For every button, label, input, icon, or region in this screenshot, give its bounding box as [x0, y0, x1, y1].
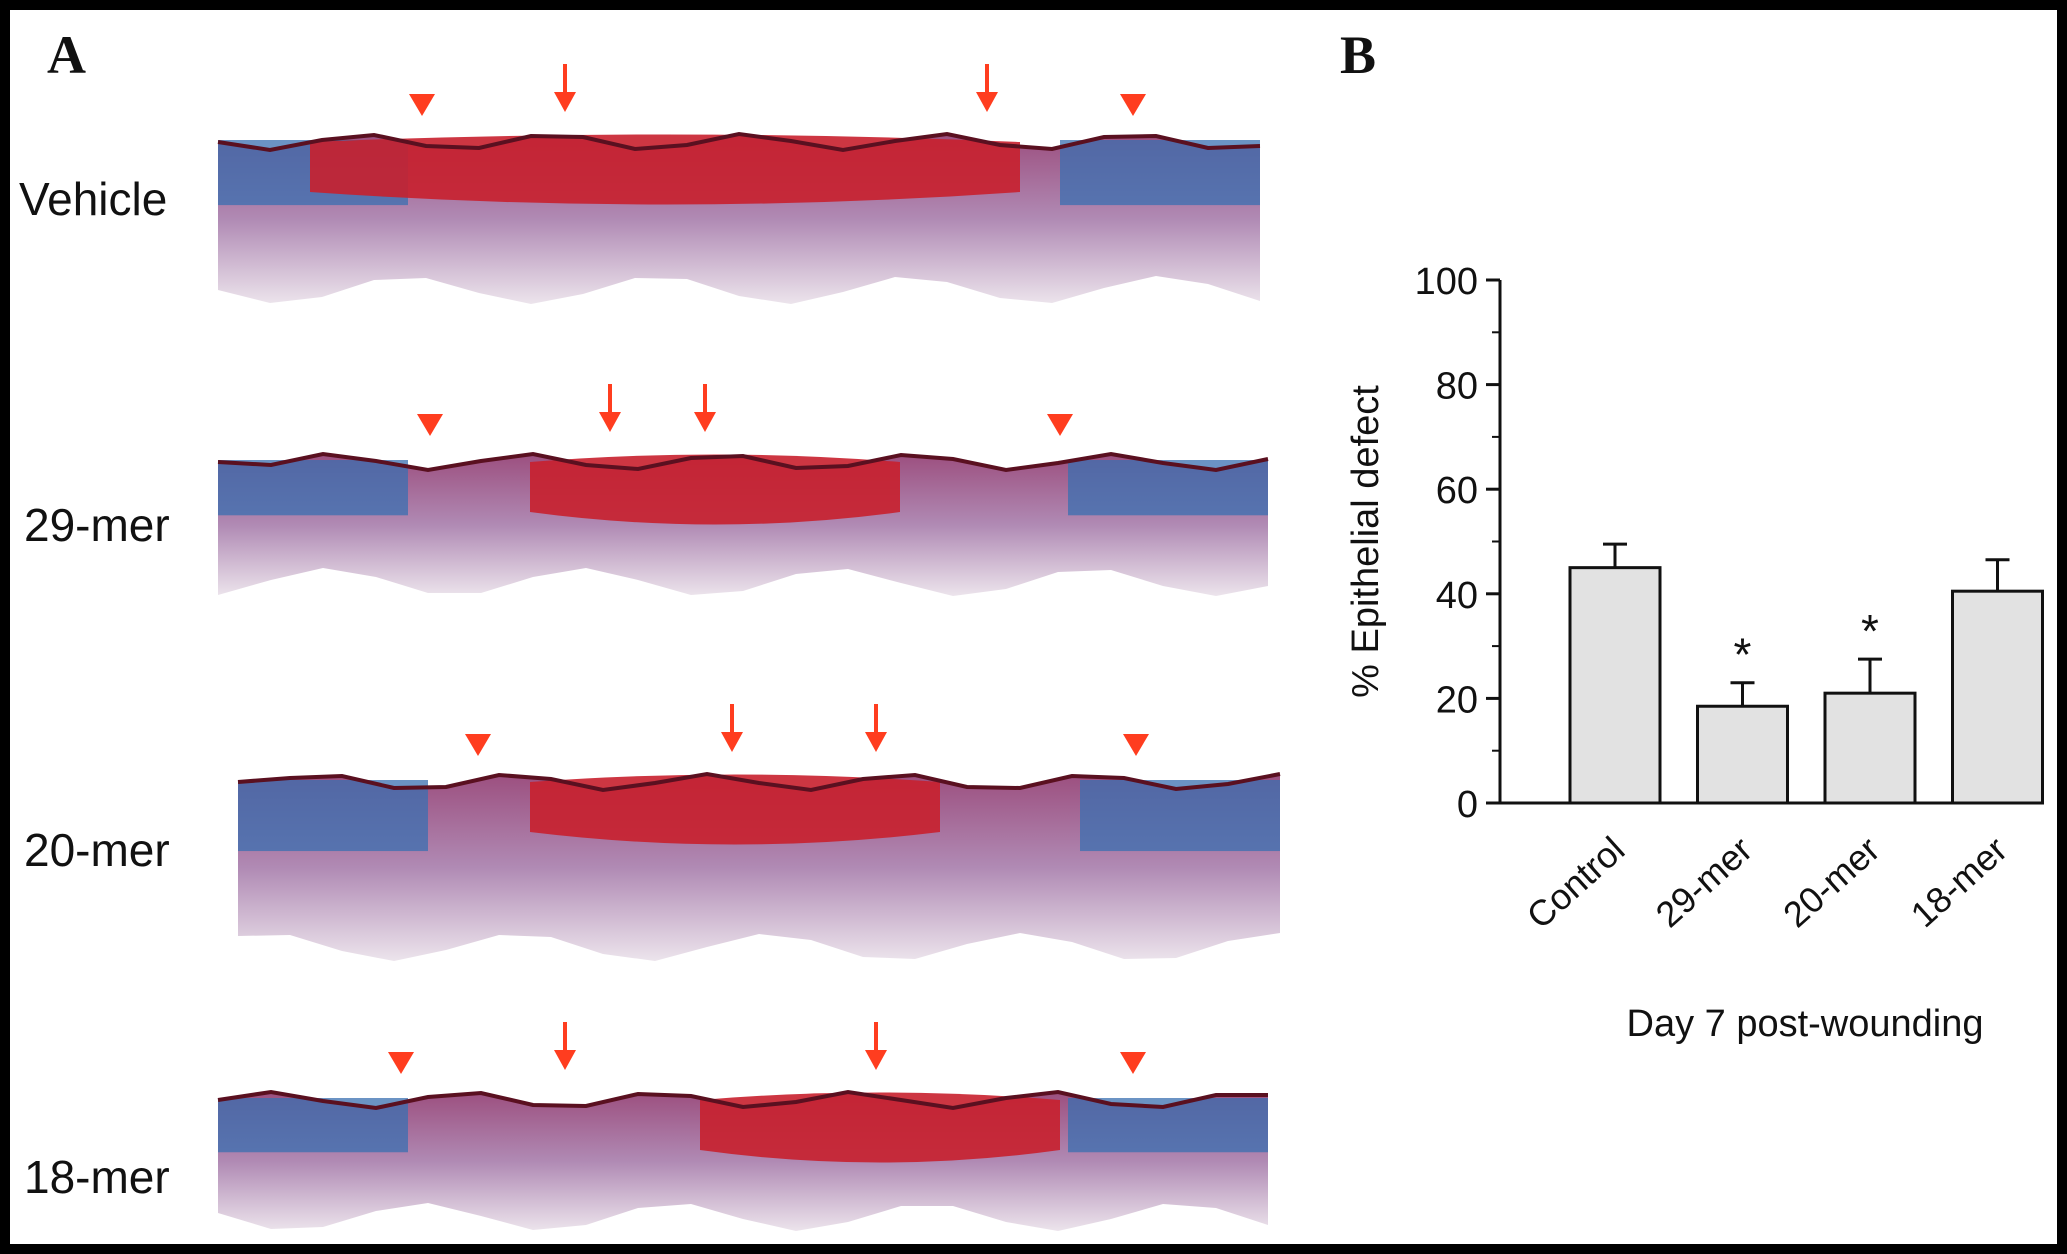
dermis-left — [238, 780, 428, 852]
dermis-right — [1080, 780, 1280, 852]
epidermis-surface — [217, 1089, 1268, 1111]
wound-scab — [700, 1092, 1060, 1163]
row-label-29mer: 29-mer — [24, 499, 170, 551]
arrowhead-marker — [465, 734, 491, 756]
arrowhead-marker — [1047, 414, 1073, 436]
arrow-marker-head — [599, 412, 621, 432]
significance-marker: * — [1861, 605, 1879, 657]
arrowhead-marker — [388, 1052, 414, 1074]
panel-a-label: A — [47, 25, 86, 85]
tissue-section-2 — [217, 384, 1269, 596]
tissue-section-4 — [217, 1022, 1268, 1231]
y-tick-label: 40 — [1436, 575, 1478, 617]
dermis-right — [1060, 140, 1260, 206]
y-tick-label: 20 — [1436, 679, 1478, 721]
arrow-marker-head — [554, 1050, 576, 1070]
x-tick-label: 29-mer — [1648, 828, 1760, 935]
tissue-section-1 — [217, 64, 1261, 304]
histology-panel — [217, 64, 1281, 1231]
arrowhead-marker — [1120, 1052, 1146, 1074]
x-tick-label: 20-mer — [1775, 828, 1887, 935]
epidermis-surface — [217, 131, 1261, 153]
arrow-marker-head — [865, 1050, 887, 1070]
y-axis-label: % Epithelial defect — [1345, 385, 1387, 698]
tissue-body — [218, 454, 1268, 596]
significance-marker: * — [1734, 629, 1752, 681]
arrow-marker-head — [554, 92, 576, 112]
panel-b-label: B — [1340, 25, 1377, 85]
row-label-20mer: 20-mer — [24, 824, 170, 876]
epidermis-surface — [237, 771, 1281, 793]
y-tick-label: 100 — [1415, 261, 1478, 303]
arrowhead-marker — [417, 414, 443, 436]
bar-control — [1568, 566, 1662, 805]
figure: A B Vehicle 29-mer 20-mer 18-mer 0 20 40 60… — [10, 10, 2057, 1244]
epidermis-surface — [217, 451, 1269, 473]
dermis-left — [218, 460, 408, 516]
x-tick-label: Control — [1519, 828, 1633, 936]
x-tick-label: 18-mer — [1903, 828, 2015, 935]
tissue-section-3 — [237, 704, 1281, 961]
tissue-body — [238, 774, 1280, 961]
arrow-marker-head — [694, 412, 716, 432]
wound-scab — [530, 454, 900, 525]
y-tick-label: 0 — [1457, 784, 1478, 826]
arrow-marker-head — [976, 92, 998, 112]
bar-29-mer — [1696, 704, 1789, 805]
arrow-marker-head — [865, 732, 887, 752]
bar-chart: 0 20 40 60 80 100 % Epithelial defect Control * 2… — [1345, 261, 2044, 1045]
wound-scab — [310, 134, 1020, 205]
row-label-18mer: 18-mer — [24, 1151, 170, 1203]
arrow-marker-head — [721, 732, 743, 752]
arrowhead-marker — [1120, 94, 1146, 116]
y-tick-label: 60 — [1436, 470, 1478, 512]
dermis-right — [1068, 460, 1268, 516]
wound-scab — [530, 774, 940, 845]
arrowhead-marker — [409, 94, 435, 116]
arrowhead-marker — [1123, 734, 1149, 756]
bar-18-mer — [1951, 589, 2044, 805]
bar-20-mer — [1823, 691, 1917, 805]
y-tick-label: 80 — [1436, 366, 1478, 408]
row-label-vehicle: Vehicle — [19, 173, 168, 225]
x-axis-label: Day 7 post-wounding — [1627, 1003, 1984, 1045]
